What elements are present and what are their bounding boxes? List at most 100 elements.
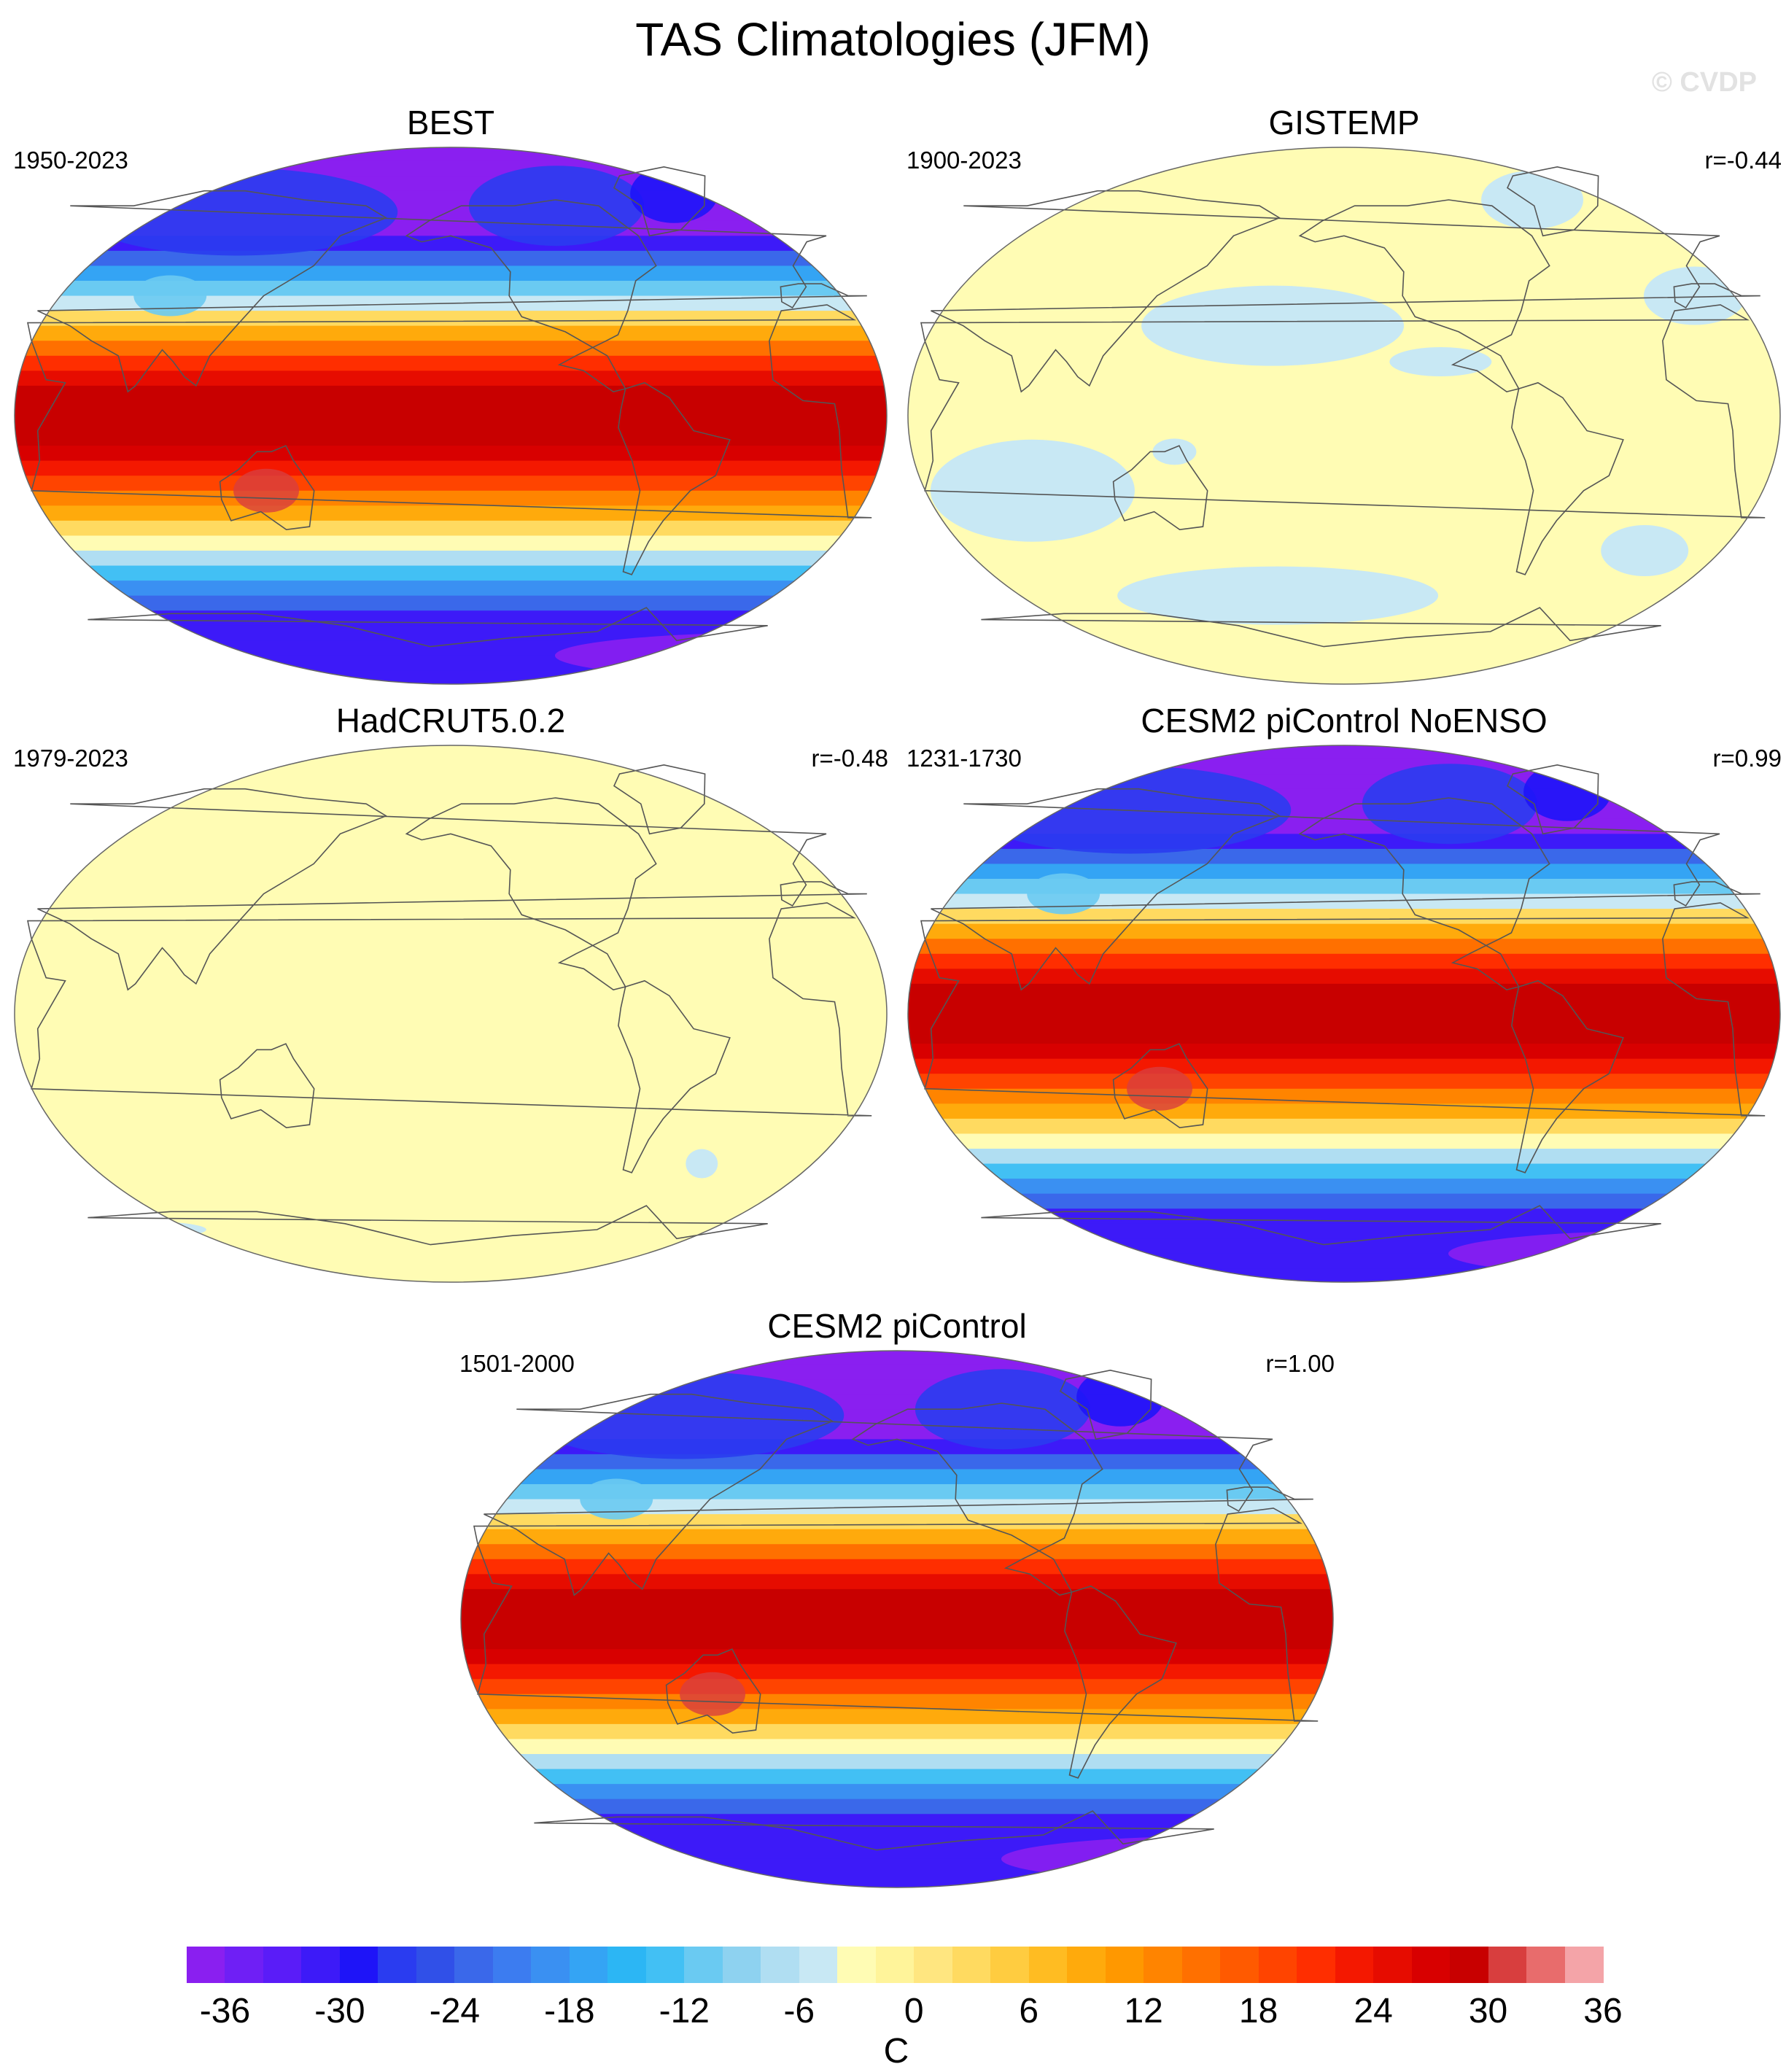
- temperature-band: [461, 1799, 1333, 1815]
- panel-correlation: r=0.99: [1712, 745, 1782, 772]
- temperature-band: [15, 640, 887, 656]
- warm-region: [680, 1672, 746, 1716]
- negative-anomaly-patch: [1117, 566, 1439, 625]
- map-canvas: [460, 1350, 1334, 1888]
- temperature-band: [15, 460, 887, 477]
- colorbar-swatch: [1411, 1947, 1451, 1983]
- temperature-band: [908, 788, 1780, 805]
- temperature-band: [908, 1149, 1780, 1165]
- coastline-eurasia: [931, 190, 1760, 393]
- coastline-australia: [219, 1043, 315, 1129]
- temperature-band: [15, 610, 887, 626]
- coastline-greenland: [613, 166, 706, 237]
- temperature-band: [15, 190, 887, 207]
- temperature-band: [461, 1574, 1333, 1590]
- temperature-band: [461, 1351, 1333, 1365]
- temperature-band: [908, 1103, 1780, 1120]
- temperature-band: [461, 1454, 1333, 1470]
- coastline-antarctica: [88, 607, 768, 648]
- temperature-band: [15, 655, 887, 672]
- colorbar-swatch: [799, 1947, 839, 1983]
- temperature-band: [461, 1634, 1333, 1650]
- panel-correlation: r=1.00: [1265, 1350, 1335, 1377]
- coastline-greenland: [1506, 764, 1599, 835]
- temperature-band: [461, 1379, 1333, 1395]
- coastline-antarctica: [981, 1205, 1661, 1246]
- temperature-band: [15, 160, 887, 177]
- coastline-southAmerica: [618, 381, 731, 575]
- colorbar-swatch: [1297, 1947, 1336, 1983]
- temperature-band: [461, 1364, 1333, 1381]
- colorbar-swatch: [569, 1947, 609, 1983]
- temperature-band: [461, 1664, 1333, 1680]
- coastline-antarctica: [88, 1205, 768, 1246]
- coastline-antarctica: [981, 607, 1661, 648]
- colorbar-swatch: [263, 1947, 303, 1983]
- temperature-band: [461, 1544, 1333, 1560]
- temperature-band: [461, 1814, 1333, 1830]
- cold-region: [915, 1369, 1090, 1450]
- colorbar-swatch: [416, 1947, 456, 1983]
- warm-region: [1127, 1066, 1193, 1111]
- negative-anomaly-patch: [1643, 266, 1746, 325]
- panel-period: 1979-2023: [13, 745, 128, 772]
- temperature-band: [15, 250, 887, 267]
- temperature-band: [15, 490, 887, 507]
- cold-region: [468, 166, 644, 247]
- temperature-band: [461, 1754, 1333, 1770]
- panel-correlation: r=-0.44: [1704, 147, 1782, 174]
- map-panel: GISTEMP 1900-2023 r=-0.44: [906, 102, 1782, 686]
- coastline-eurasia: [484, 1393, 1313, 1596]
- map-canvas: [14, 147, 888, 685]
- coastline-australia: [665, 1648, 761, 1734]
- temperature-band: [15, 476, 887, 492]
- temperature-band: [461, 1844, 1333, 1860]
- temperature-band: [908, 1133, 1780, 1149]
- temperature-band: [908, 923, 1780, 940]
- colorbar-tick-label: -6: [783, 1992, 815, 2030]
- panel-period: 1231-1730: [906, 745, 1022, 772]
- cold-region: [1027, 873, 1100, 915]
- colorbar-swatch: [1488, 1947, 1528, 1983]
- temperature-band: [908, 758, 1780, 775]
- temperature-band: [15, 446, 887, 462]
- colorbar-swatch: [914, 1947, 953, 1983]
- temperature-band: [461, 1469, 1333, 1485]
- temperature-band: [908, 1074, 1780, 1090]
- colorbar-swatch: [1220, 1947, 1259, 1983]
- map-canvas: [14, 745, 888, 1283]
- temperature-band: [908, 1014, 1780, 1030]
- coastline-australia: [219, 445, 315, 531]
- coastline-southAmerica: [618, 979, 731, 1173]
- negative-anomaly-patch: [1481, 171, 1584, 229]
- colorbar-swatch: [1181, 1947, 1222, 1983]
- coastline-northAmerica: [851, 1402, 1103, 1596]
- colorbar-swatch: [684, 1947, 723, 1983]
- colorbar-swatch: [339, 1947, 379, 1983]
- temperature-band: [461, 1484, 1333, 1500]
- negative-anomaly-patch: [1389, 347, 1492, 376]
- map-panel: BEST 1950-2023: [13, 102, 888, 686]
- coastline-southAmerica: [1511, 979, 1624, 1173]
- colorbar-tick-label: -24: [429, 1992, 481, 2030]
- panel-correlation: r=-0.48: [811, 745, 888, 772]
- temperature-band: [908, 1208, 1780, 1225]
- temperature-band: [15, 400, 887, 416]
- coastline-greenland: [613, 764, 706, 835]
- coastline-southAmerica: [1064, 1585, 1177, 1779]
- temperature-band: [15, 565, 887, 582]
- panel-title: BEST: [406, 104, 495, 141]
- temperature-band: [908, 909, 1780, 925]
- colorbar-tick-label: 36: [1583, 1992, 1623, 2030]
- panel-title: GISTEMP: [1268, 104, 1420, 141]
- temperature-band: [908, 864, 1780, 880]
- temperature-band: [461, 1784, 1333, 1800]
- temperature-band: [461, 1874, 1333, 1887]
- colorbar-swatch: [607, 1947, 647, 1983]
- coastline-australia: [1112, 445, 1208, 531]
- coastline-eurasia: [37, 788, 867, 991]
- temperature-band: [15, 430, 887, 447]
- colorbar-swatch: [952, 1947, 992, 1983]
- colorbar-swatch: [761, 1947, 800, 1983]
- colorbar-swatch: [1450, 1947, 1489, 1983]
